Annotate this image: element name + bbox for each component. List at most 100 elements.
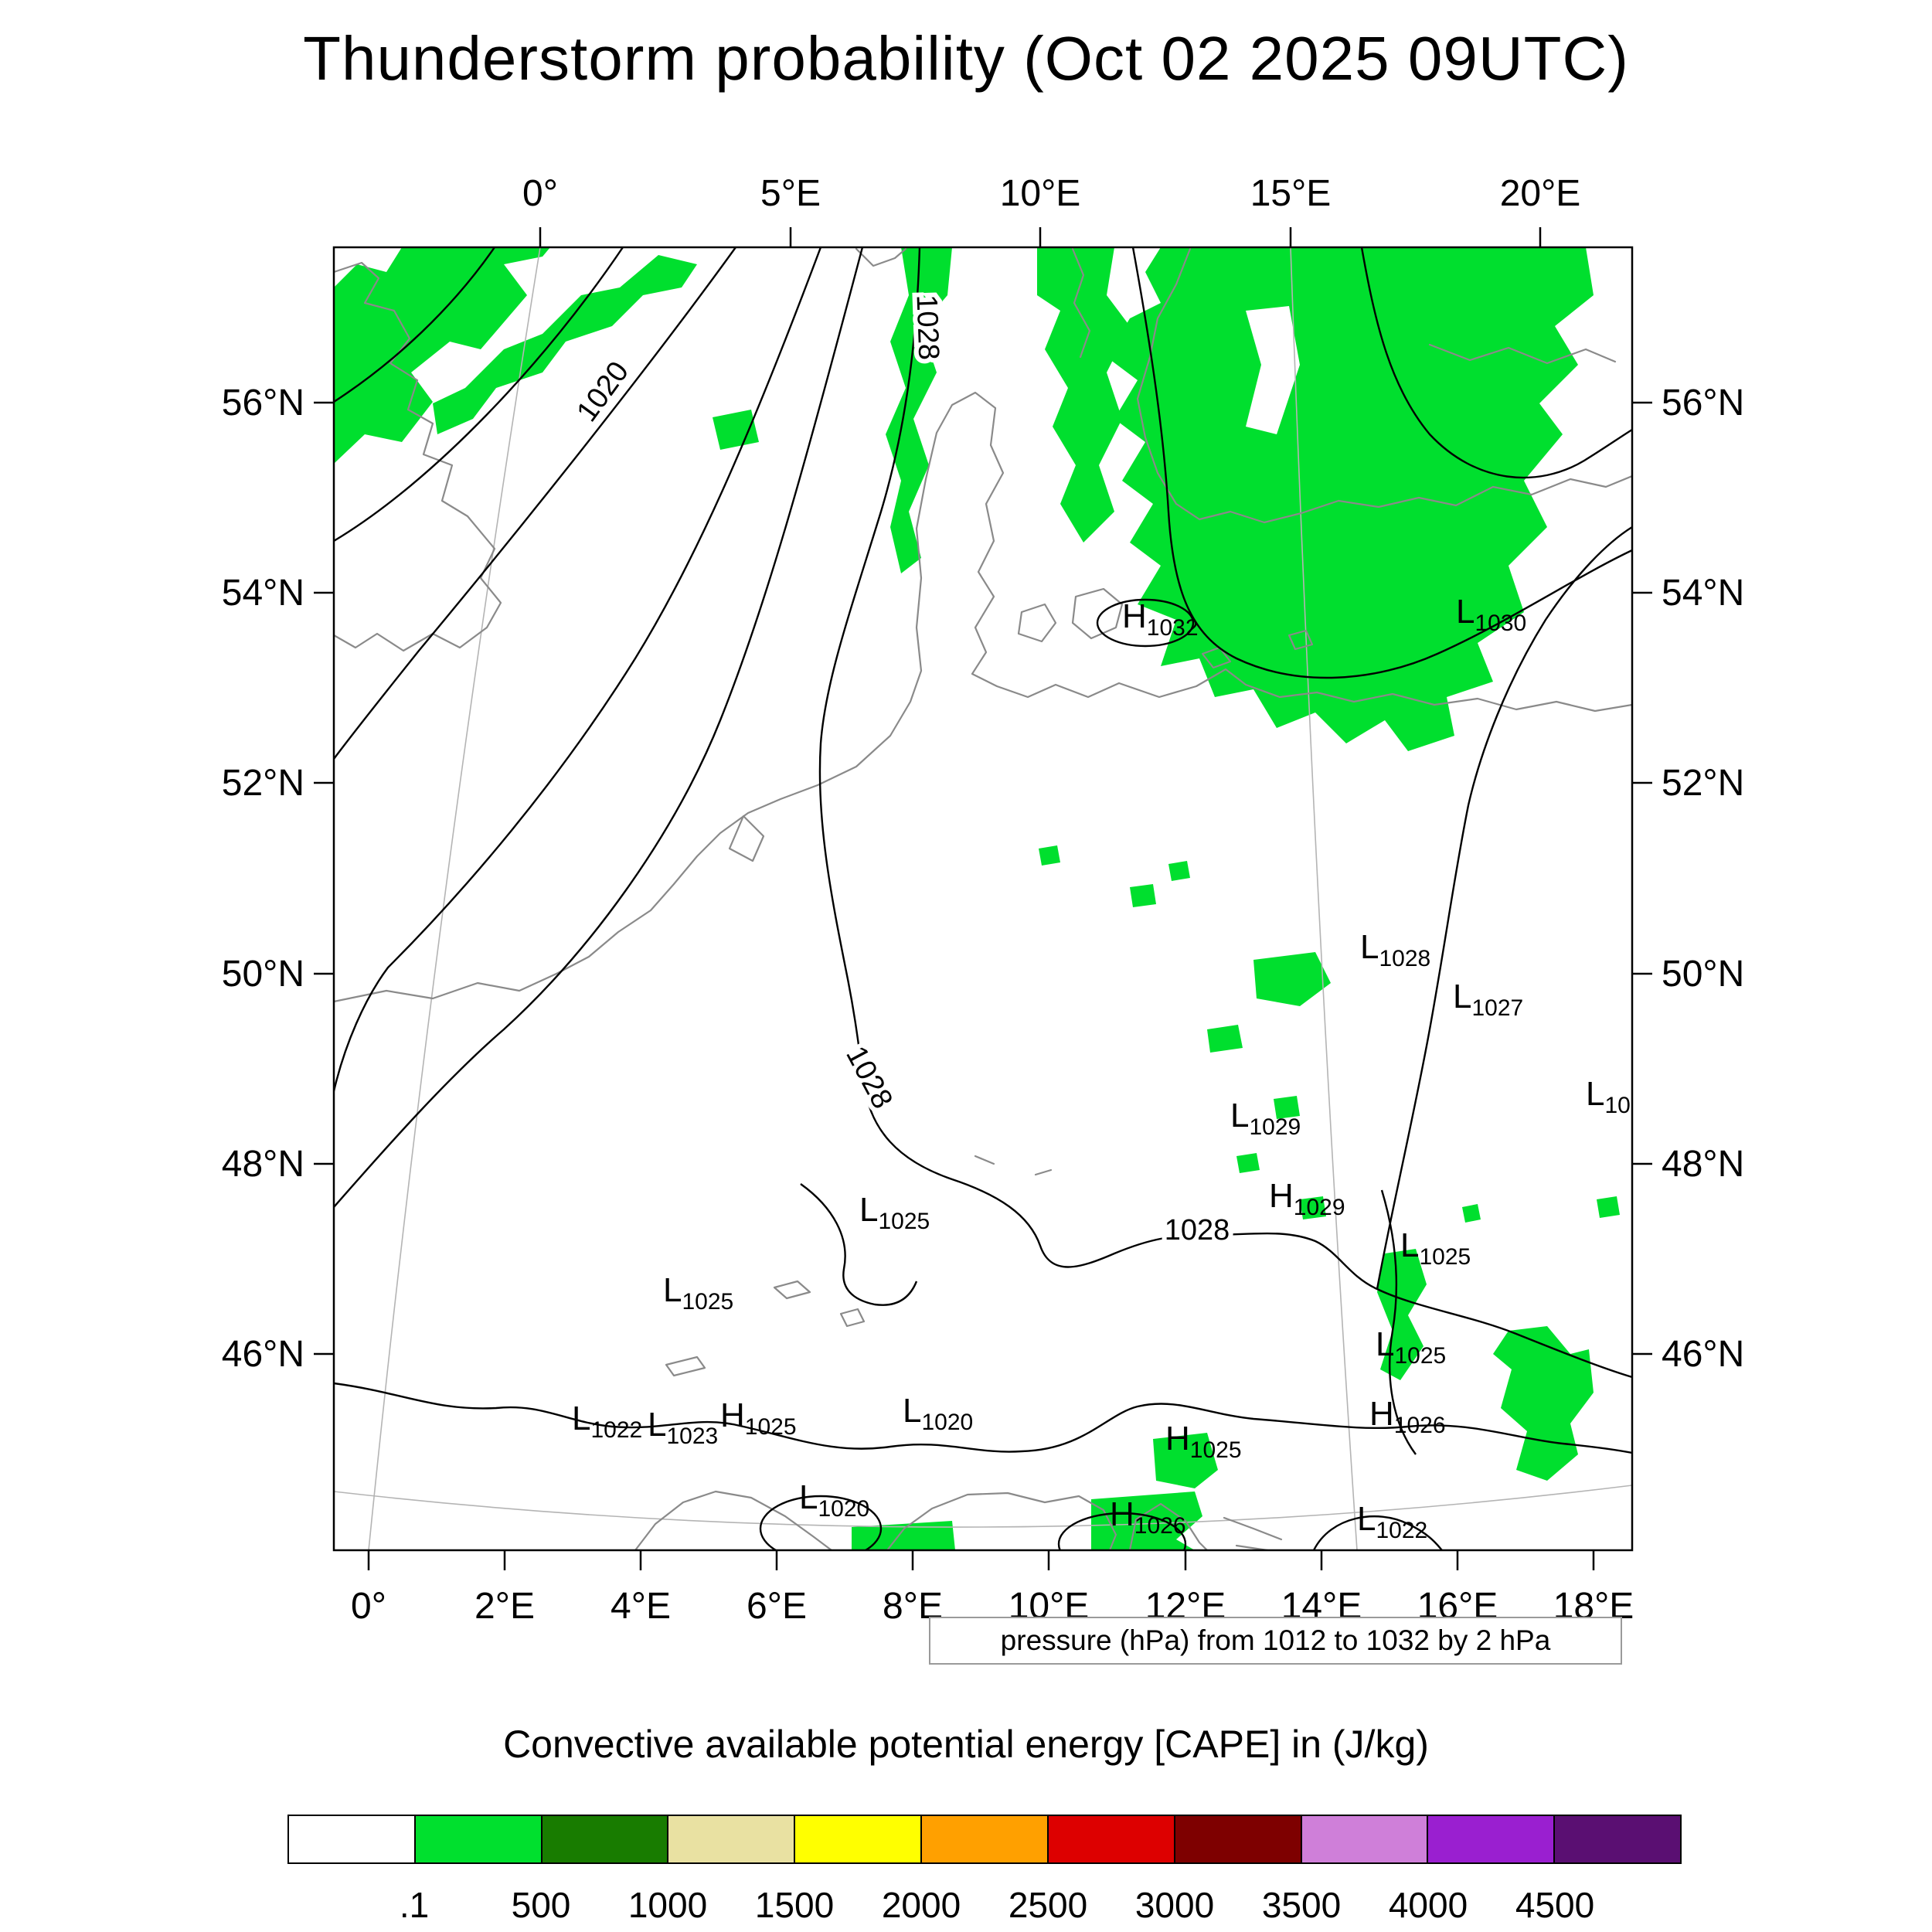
colorbar-cell xyxy=(1300,1815,1429,1864)
isobar-label: 1020 xyxy=(570,355,635,427)
colorbar-tick-label: .1 xyxy=(399,1885,430,1925)
coastline xyxy=(855,247,907,267)
right-axis-label: 46°N xyxy=(1662,1334,1744,1375)
isobar-closed-high xyxy=(1057,1512,1187,1550)
coastline xyxy=(1071,587,1124,640)
cape-region xyxy=(713,410,759,450)
top-axis-label: 10°E xyxy=(1000,173,1081,214)
left-axis-label: 56°N xyxy=(222,383,304,423)
graticule-parallel xyxy=(334,1485,1632,1528)
coastline xyxy=(1223,1516,1283,1541)
coastline xyxy=(634,1490,833,1550)
isobar-closed-low xyxy=(759,1495,883,1550)
pressure-caption-text: pressure (hPa) from 1012 to 1032 by 2 hP… xyxy=(1000,1624,1551,1656)
bottom-axis-label: 2°E xyxy=(474,1586,535,1627)
top-axis-label: 15°E xyxy=(1250,173,1332,214)
pressure-center-low: L1029 xyxy=(1230,1097,1301,1140)
cape-region xyxy=(1039,845,1060,866)
page-title: Thunderstorm probability (Oct 02 2025 09… xyxy=(303,24,1629,93)
coastline xyxy=(1428,343,1617,365)
left-axis-label: 48°N xyxy=(222,1144,304,1185)
isobar-contour-1030 xyxy=(1360,247,1632,479)
bottom-axis-label: 0° xyxy=(351,1586,386,1627)
pressure-center-high: H1025 xyxy=(1165,1420,1242,1463)
colorbar-cell xyxy=(667,1815,796,1864)
bottom-axis-label: 6°E xyxy=(747,1586,807,1627)
right-axis-label: 48°N xyxy=(1662,1144,1744,1185)
left-axis-label: 46°N xyxy=(222,1334,304,1375)
bottom-axis-label: 4°E xyxy=(611,1586,671,1627)
cape-region xyxy=(1462,1204,1481,1223)
right-axis-label: 50°N xyxy=(1662,954,1744,995)
coastline xyxy=(1017,603,1057,643)
cape-colorbar-ticks: .1 500 1000 1500 2000 2500 3000 3500 4000 4500 xyxy=(287,1884,1682,1930)
colorbar-cell xyxy=(1427,1815,1556,1864)
colorbar-tick-label: 4500 xyxy=(1515,1885,1595,1925)
pressure-center-high: H1026 xyxy=(1110,1495,1186,1539)
colorbar-tick-label: 1500 xyxy=(754,1885,835,1925)
coastline xyxy=(1071,247,1091,359)
left-axis-label: 52°N xyxy=(222,763,304,804)
colorbar-cell xyxy=(1553,1815,1682,1864)
coastline xyxy=(334,391,1632,1003)
isobar-layer xyxy=(334,247,1632,1550)
pressure-center-low: L1022 xyxy=(1357,1500,1427,1543)
pressure-center-low: L1020 xyxy=(799,1478,869,1522)
cape-region xyxy=(1107,247,1594,751)
map-label-layer: 1020 1028 1028 1028 H1032 L1030 L1028 L1027 L10 L… xyxy=(566,290,1631,1543)
map-content: 1020 1028 1028 1028 H1032 L1030 L1028 L1027 L10 L… xyxy=(334,247,1632,1550)
colorbar-cell xyxy=(1046,1815,1175,1864)
isobar-label: 1028 xyxy=(1165,1214,1230,1247)
cape-region xyxy=(1207,1025,1243,1053)
colorbar-tick-label: 3000 xyxy=(1134,1885,1215,1925)
cape-region xyxy=(334,247,550,464)
cape-legend-title: Convective available potential energy [C… xyxy=(503,1723,1429,1766)
lake-outline xyxy=(665,1355,706,1377)
cape-region xyxy=(1493,1326,1594,1481)
pressure-center-high: H1026 xyxy=(1369,1395,1446,1438)
isobar-contour xyxy=(1376,526,1632,1290)
colorbar-tick-label: 2500 xyxy=(1008,1885,1088,1925)
map-frame xyxy=(332,246,1634,1552)
pressure-center-low: L1023 xyxy=(648,1406,718,1449)
right-axis-label: 52°N xyxy=(1662,763,1744,804)
top-axis-label: 20°E xyxy=(1500,173,1581,214)
graticule-layer xyxy=(334,247,1632,1550)
left-axis-label: 50°N xyxy=(222,954,304,995)
right-axis-label: 56°N xyxy=(1662,383,1744,423)
isobar-contour-1020 xyxy=(334,247,736,760)
coastline xyxy=(728,815,765,862)
cape-region xyxy=(1274,1096,1300,1119)
top-axis-label: 5°E xyxy=(760,173,821,214)
isobar-contour xyxy=(1380,1189,1417,1455)
isobar-contour xyxy=(334,247,624,543)
river-segment xyxy=(974,1155,995,1165)
isobar-label: 1028 xyxy=(910,294,945,361)
colorbar-cell xyxy=(920,1815,1049,1864)
cape-region xyxy=(1091,1492,1202,1550)
cape-region xyxy=(1597,1196,1620,1218)
coastline xyxy=(1201,646,1232,669)
cape-region xyxy=(1168,861,1190,881)
isobar-contour xyxy=(334,247,822,1092)
cape-region xyxy=(1300,1196,1326,1219)
coastline xyxy=(1136,247,1632,524)
colorbar-tick-label: 500 xyxy=(511,1885,571,1925)
cape-region xyxy=(1037,247,1130,543)
cape-colorbar xyxy=(287,1815,1682,1864)
left-axis-label: 54°N xyxy=(222,573,304,614)
graticule-meridian xyxy=(1290,247,1358,1550)
colorbar-cell xyxy=(1173,1815,1302,1864)
river-segment xyxy=(1034,1168,1053,1176)
pressure-center-low: L10 xyxy=(1586,1075,1631,1118)
pressure-center-low: L1025 xyxy=(1400,1226,1471,1270)
colorbar-tick-label: 3500 xyxy=(1261,1885,1342,1925)
coastline-layer xyxy=(334,247,1632,1550)
pressure-center-low: L1027 xyxy=(1453,978,1523,1021)
isobar-contour xyxy=(1131,247,1632,679)
pressure-center-high: H1025 xyxy=(720,1396,797,1440)
lake-outline xyxy=(839,1308,866,1328)
isobar-contour-1022 xyxy=(1312,1515,1443,1550)
